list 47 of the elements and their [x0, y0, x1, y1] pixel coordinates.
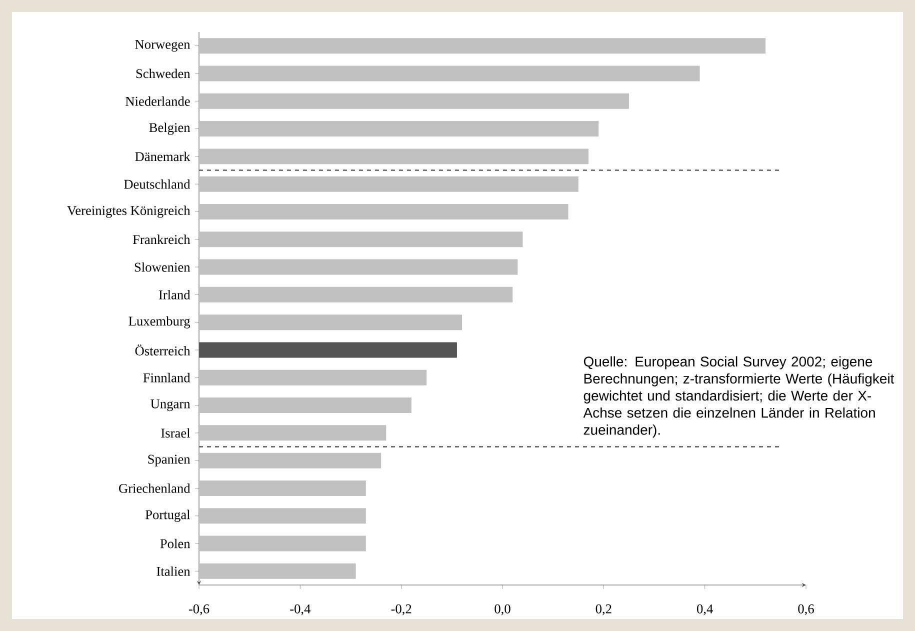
- y-tick-label: Dänemark: [135, 152, 190, 162]
- y-tick-label: Polen: [160, 538, 190, 548]
- bar: [199, 536, 366, 552]
- x-tick-label: 0,4: [697, 604, 713, 616]
- y-tick-label: Frankreich: [132, 234, 190, 244]
- y-tick-label: Slowenien: [134, 262, 190, 272]
- bar: [199, 314, 462, 330]
- y-tick-label: Israel: [161, 428, 190, 438]
- x-tick-label: -0,2: [391, 604, 412, 616]
- y-tick-label: Deutschland: [124, 179, 190, 189]
- x-tick-label: -0,6: [188, 604, 210, 616]
- annotation: Quelle: European Social Survey 2002; eigene Berechnungen; z-transformierte Werte (Häufigkeit gewichtet und standardisiert; die Werte der X-Achse setzen die einzelnen Länder in Relation zueinander).: [583, 356, 894, 438]
- x-tick-label: 0,6: [798, 604, 814, 616]
- bar: [199, 452, 382, 468]
- y-tick-label: Schweden: [136, 68, 190, 78]
- y-tick-label: Niederlande: [126, 96, 190, 106]
- bar: [199, 508, 366, 524]
- bar: [199, 232, 523, 248]
- bar: [199, 204, 568, 220]
- y-tick-label: Vereinigtes Königreich: [67, 206, 190, 218]
- x-tick-label: -0,4: [290, 604, 311, 616]
- x-tick-label: 0,0: [494, 604, 510, 616]
- bar: [199, 480, 366, 496]
- bar: [199, 259, 518, 275]
- y-tick-label: Ungarn: [150, 399, 190, 412]
- bar: [199, 148, 588, 164]
- y-tick-label: Belgien: [149, 122, 190, 135]
- y-tick-label: Spanien: [148, 454, 190, 466]
- bar: [199, 176, 578, 192]
- x-tick-label: 0,2: [596, 604, 612, 616]
- y-tick-label: Luxemburg: [128, 316, 190, 328]
- bar: [199, 398, 412, 414]
- y-tick-label: Finnland: [143, 372, 190, 382]
- bar: [199, 66, 700, 82]
- y-tick-label: Österreich: [135, 344, 190, 356]
- y-tick-label: Griechenland: [119, 484, 190, 493]
- y-tick-label: Norwegen: [135, 40, 190, 52]
- bar: [199, 370, 427, 386]
- y-tick-label: Irland: [158, 290, 190, 300]
- bar: [199, 563, 356, 579]
- bar: [199, 38, 766, 54]
- bar: [199, 425, 386, 441]
- bar: [199, 286, 513, 302]
- y-tick-label: Italien: [156, 566, 190, 576]
- bar: [199, 121, 599, 137]
- bar: [199, 93, 629, 109]
- y-tick-label: Portugal: [145, 510, 190, 522]
